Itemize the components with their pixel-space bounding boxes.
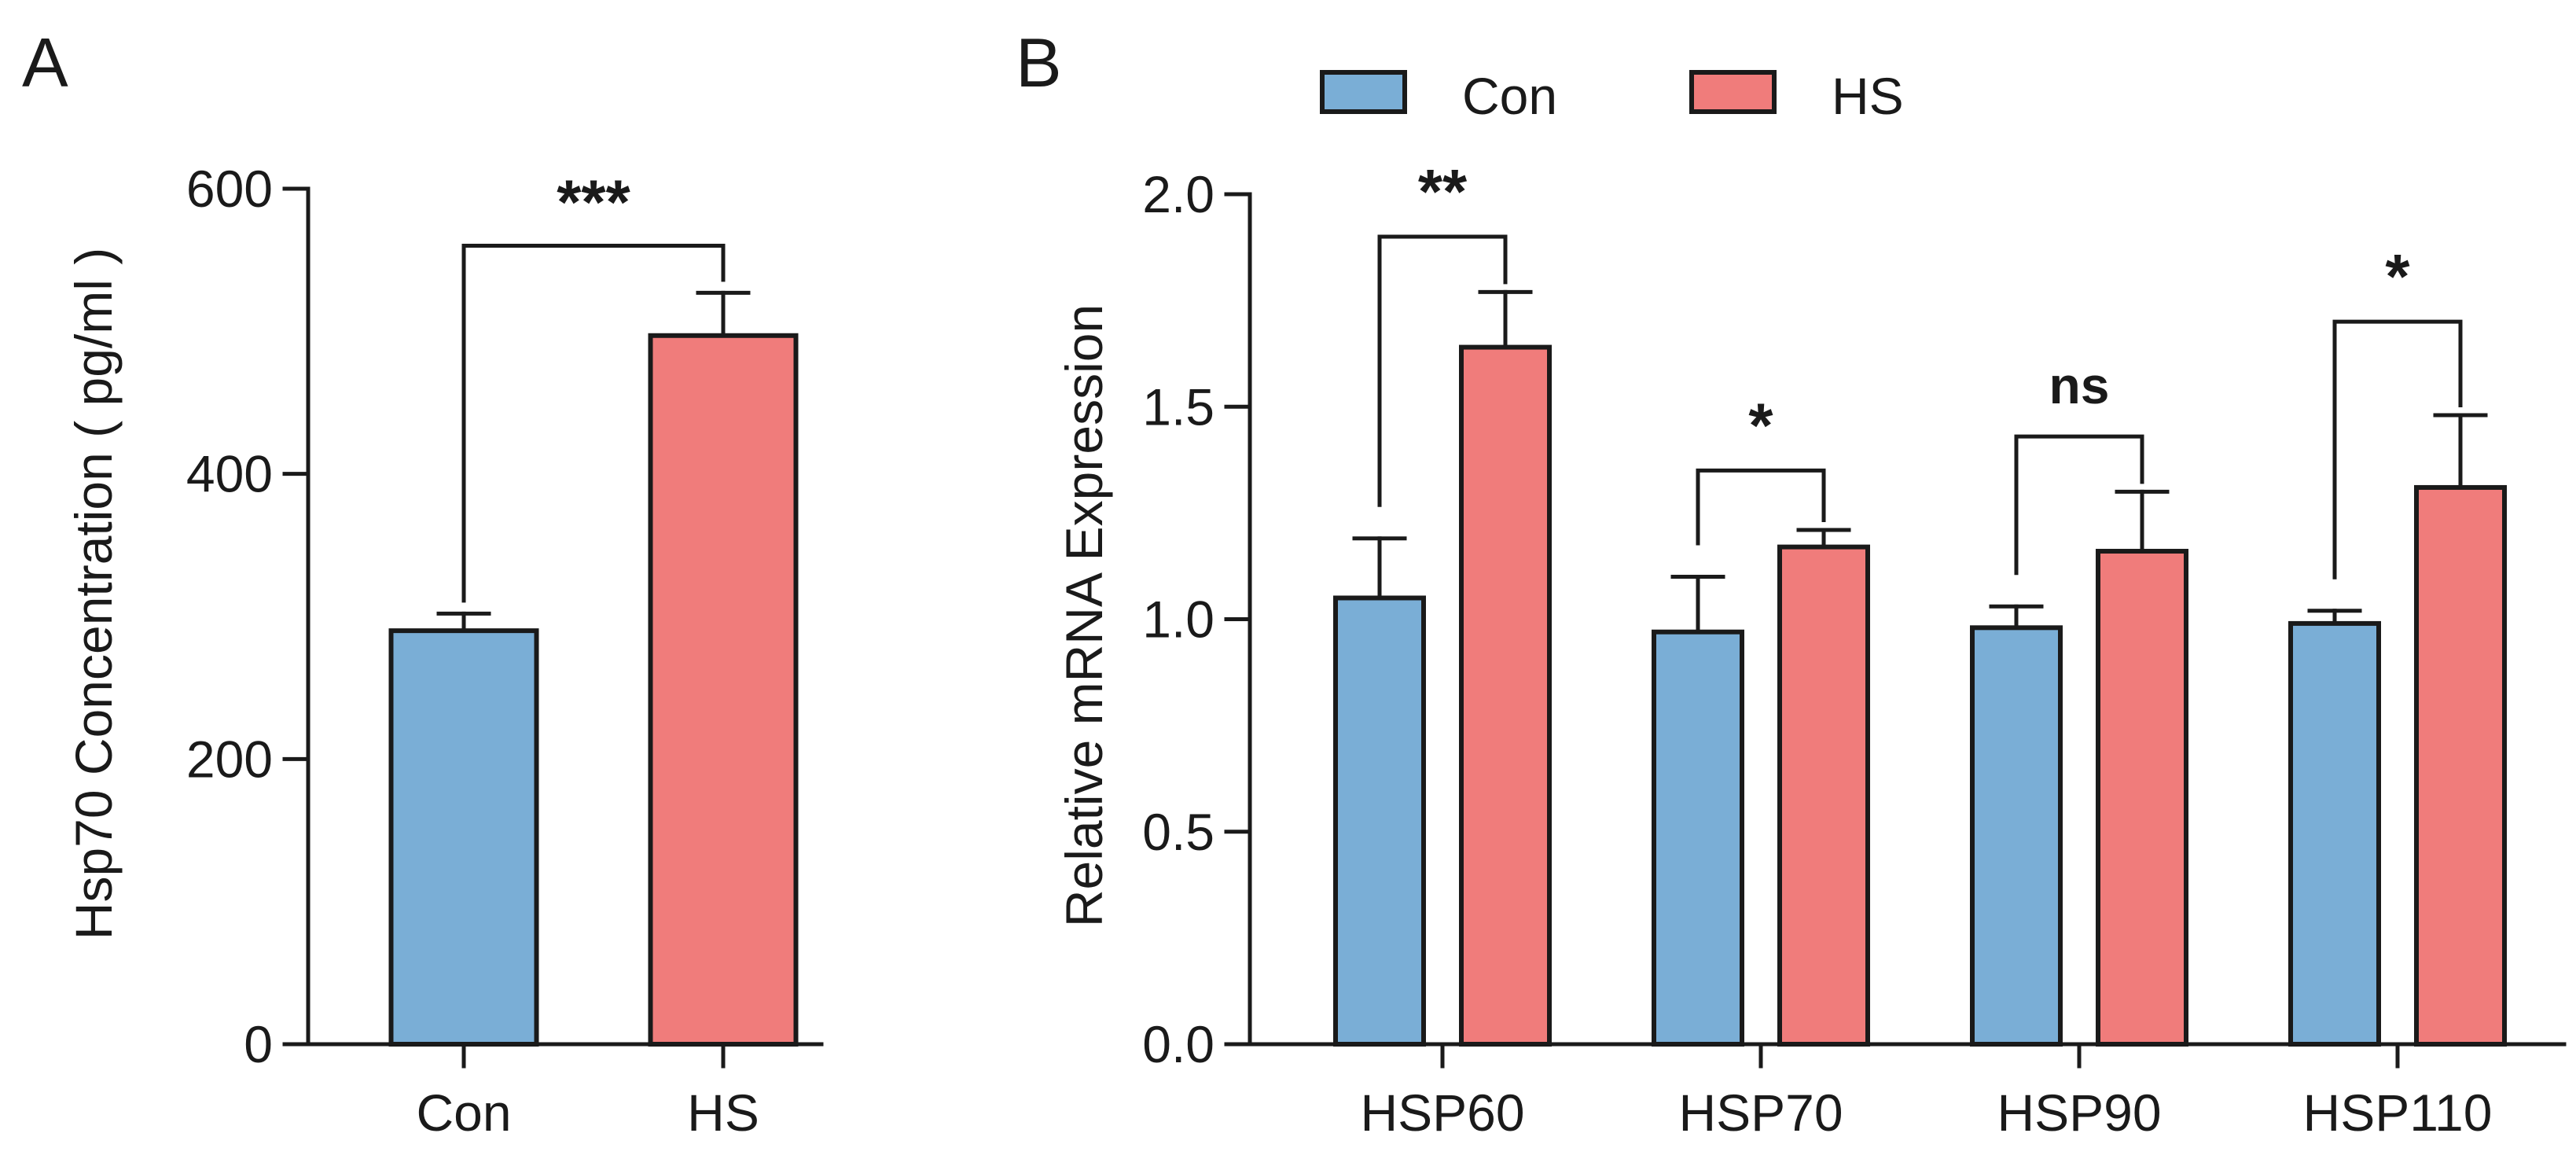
panel-b-y-tick-label: 1.5 xyxy=(1142,377,1215,436)
panel-b-legend-label-con: Con xyxy=(1462,67,1557,125)
panel-b-y-tick-label: 0.0 xyxy=(1142,1015,1215,1073)
panel-b-x-tick-label: HSP60 xyxy=(1360,1084,1524,1142)
panel-a-significance-bracket xyxy=(461,244,726,603)
panel-b-hsp110-con-bar xyxy=(2288,620,2381,1047)
panel-b-hsp70-con-bar xyxy=(1652,629,1744,1047)
panel-b-significance-label: ns xyxy=(2049,356,2109,414)
panel-b-y-axis-title: Relative mRNA Expression xyxy=(1055,304,1113,927)
panel-b-letter: B xyxy=(1016,24,1062,101)
panel-a-y-tick-label: 200 xyxy=(186,730,273,788)
panel-b-legend-swatch-con xyxy=(1320,70,1407,114)
panel-a-con-bar xyxy=(388,628,539,1047)
panel-b-significance-bracket xyxy=(2014,434,2144,576)
panel-a-y-axis-title: Hsp70 Concentration ( pg/ml ) xyxy=(64,248,123,940)
panel-b-hsp90-hs-bar xyxy=(2096,549,2188,1047)
panel-a-hs-bar xyxy=(648,333,799,1047)
panel-b-x-tick-label: HSP70 xyxy=(1678,1084,1843,1142)
panel-b-y-tick-label: 0.5 xyxy=(1142,803,1215,861)
panel-b: B Relative mRNA Expression 0.0 0.5 1.0 1.5 2… xyxy=(1016,24,2567,1142)
panel-b-hsp90-con-bar xyxy=(1970,625,2063,1047)
panel-b-hsp60-hs-bar xyxy=(1459,344,1552,1047)
panel-b-x-tick-label: HSP90 xyxy=(1997,1084,2161,1142)
panel-b-y-tick-label: 2.0 xyxy=(1142,165,1215,223)
panel-a-letter: A xyxy=(22,24,68,101)
panel-b-y-tick-label: 1.0 xyxy=(1142,591,1215,649)
panel-b-significance-bracket xyxy=(1377,234,1508,507)
panel-b-significance-label: * xyxy=(2385,241,2410,311)
panel-a-y-tick-label: 600 xyxy=(186,160,273,218)
panel-b-hsp110-hs-bar xyxy=(2414,484,2507,1047)
panel-a-x-tick-label: HS xyxy=(687,1084,759,1142)
panel-b-hsp60-con-bar xyxy=(1333,595,1426,1047)
panel-a-x-tick-label: Con xyxy=(416,1084,511,1142)
panel-b-legend-swatch-hs xyxy=(1689,70,1777,114)
panel-b-significance-label: * xyxy=(1748,390,1773,460)
panel-b-significance-bracket xyxy=(1696,468,1826,546)
panel-b-significance-label: ** xyxy=(1418,156,1468,226)
panel-b-legend-label-hs: HS xyxy=(1832,67,1904,125)
panel-a-y-tick-label: 0 xyxy=(244,1015,273,1073)
panel-b-hsp70-hs-bar xyxy=(1777,544,1870,1047)
panel-a: A Hsp70 Concentration ( pg/ml ) 0 200 400 6… xyxy=(22,24,824,1142)
panel-a-y-tick-label: 400 xyxy=(186,445,273,503)
panel-b-significance-bracket xyxy=(2332,319,2463,579)
panel-a-significance-label: *** xyxy=(557,167,630,237)
panel-b-x-tick-label: HSP110 xyxy=(2303,1084,2493,1142)
